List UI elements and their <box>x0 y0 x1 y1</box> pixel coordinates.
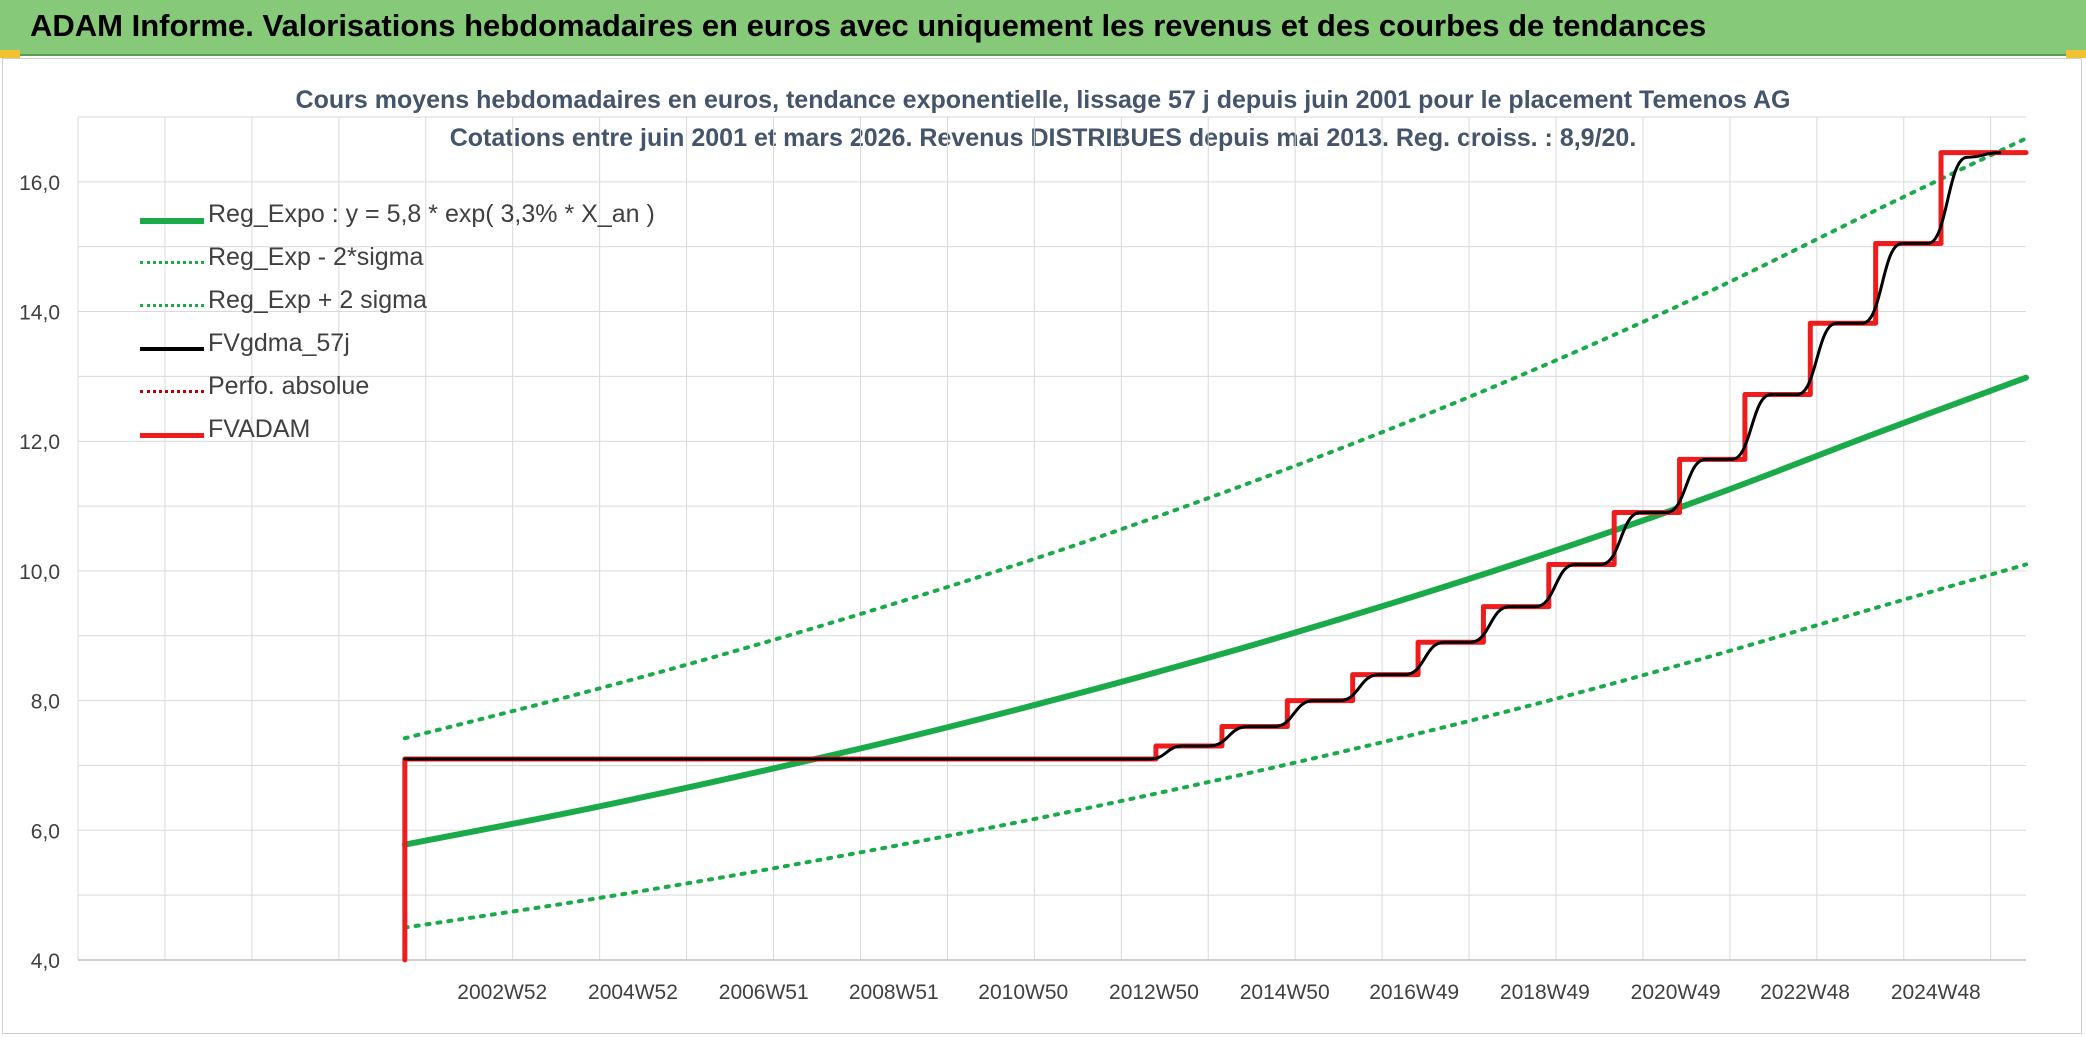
x-tick-label: 2002W52 <box>457 981 547 1004</box>
y-tick-label: 4,0 <box>31 950 60 973</box>
legend-swatch <box>140 347 204 351</box>
y-tick-label: 12,0 <box>19 431 60 454</box>
chart-frame <box>2 58 2082 1034</box>
legend-label: Reg_Exp - 2*sigma <box>208 243 424 271</box>
series-reg-exp-plus-2sigma-line <box>402 136 2028 741</box>
legend-label: Reg_Exp + 2 sigma <box>208 286 427 314</box>
series-fvgdma-57j-line <box>403 151 2002 761</box>
x-tick-label: 2010W50 <box>978 981 1068 1004</box>
y-tick-label: 10,0 <box>19 561 60 584</box>
x-tick-label: 2014W50 <box>1240 981 1330 1004</box>
x-tick-label: 2008W51 <box>849 981 939 1004</box>
x-tick-label: 2022W48 <box>1760 981 1850 1004</box>
legend-swatch <box>140 433 204 438</box>
x-tick-label: 2016W49 <box>1369 981 1459 1004</box>
legend-label: Reg_Expo : y = 5,8 * exp( 3,3% * X_an ) <box>208 200 655 228</box>
legend-swatch <box>140 261 204 264</box>
x-tick-label: 2006W51 <box>719 981 809 1004</box>
chart-title: Cours moyens hebdomadaires en euros, ten… <box>295 86 1791 114</box>
legend-label: Perfo. absolue <box>208 372 370 400</box>
y-tick-label: 8,0 <box>31 691 60 714</box>
legend-swatch <box>140 304 204 307</box>
x-tick-label: 2012W50 <box>1109 981 1199 1004</box>
chart-subtitle: Cotations entre juin 2001 et mars 2026. … <box>449 124 1637 152</box>
y-tick-label: 6,0 <box>31 820 60 843</box>
legend-swatch <box>140 390 204 393</box>
legend-label: FVgdma_57j <box>208 329 350 357</box>
report-banner: ADAM Informe. Valorisations hebdomadaire… <box>0 0 2086 56</box>
y-tick-label: 14,0 <box>19 302 60 325</box>
y-tick-label: 16,0 <box>19 172 60 195</box>
legend-label: FVADAM <box>208 415 311 443</box>
banner-corner-accent-right <box>2066 50 2086 58</box>
series-reg-exp-minus-2sigma-line <box>402 562 2028 930</box>
series-reg-expo-line <box>401 374 2029 848</box>
x-tick-label: 2024W48 <box>1891 981 1981 1004</box>
banner-corner-accent-left <box>0 50 20 58</box>
x-tick-label: 2020W49 <box>1631 981 1721 1004</box>
banner-title: ADAM Informe. Valorisations hebdomadaire… <box>30 8 1707 43</box>
x-tick-label: 2004W52 <box>588 981 678 1004</box>
legend-swatch <box>140 218 204 224</box>
x-tick-label: 2018W49 <box>1500 981 1590 1004</box>
series-fvadam-line <box>402 150 2029 963</box>
